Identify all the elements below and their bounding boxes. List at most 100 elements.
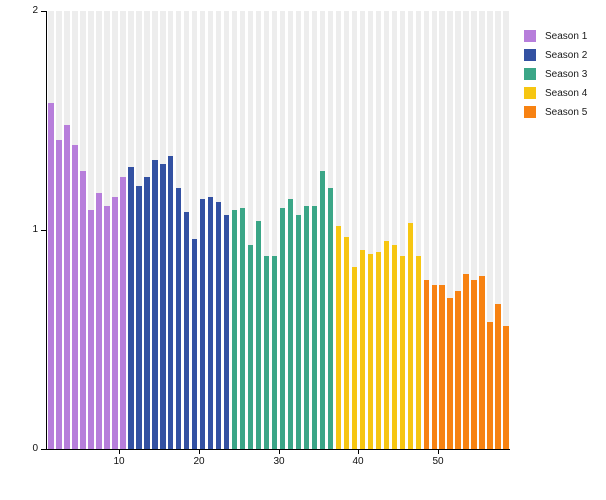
episode-band-22 <box>215 11 223 449</box>
episode-bar-30-season-3 <box>279 208 286 449</box>
legend-swatch-icon <box>524 30 536 42</box>
episode-bar-32-season-3 <box>295 214 302 449</box>
episode-band-53 <box>462 11 470 449</box>
episode-band-20 <box>199 11 207 449</box>
episode-band-16 <box>167 11 175 449</box>
episode-bar-24-season-3 <box>231 210 238 449</box>
episode-band-49 <box>430 11 438 449</box>
episode-band-46 <box>406 11 414 449</box>
episode-backdrop-bar <box>391 11 397 449</box>
episode-bar-18-season-2 <box>184 212 190 449</box>
episode-backdrop-bar <box>447 11 453 449</box>
episode-backdrop-bar <box>192 11 198 449</box>
episode-band-37 <box>334 11 342 449</box>
episode-backdrop-bar <box>367 11 374 449</box>
episode-band-47 <box>414 11 422 449</box>
episode-bar-55-season-5 <box>479 276 485 449</box>
episode-band-12 <box>135 11 143 449</box>
episode-backdrop-bar <box>271 11 278 449</box>
episode-band-48 <box>422 11 430 449</box>
episode-band-27 <box>255 11 263 449</box>
episode-band-50 <box>438 11 446 449</box>
episode-band-9 <box>111 11 119 449</box>
episode-bar-40-season-4 <box>359 249 366 449</box>
episode-band-21 <box>207 11 215 449</box>
episode-backdrop-bar <box>343 11 350 449</box>
episode-bar-50-season-5 <box>439 284 445 449</box>
episode-band-10 <box>119 11 127 449</box>
episode-bar-22-season-2 <box>215 201 222 449</box>
episode-band-57 <box>494 11 502 449</box>
episode-backdrop-bar <box>479 11 485 449</box>
episode-backdrop-bar <box>471 11 477 449</box>
episode-backdrop-bar <box>351 11 358 449</box>
episode-backdrop-bar <box>455 11 461 449</box>
episode-band-15 <box>159 11 167 449</box>
legend-item-season-3: Season 3 <box>524 68 587 80</box>
episode-bar-54-season-5 <box>471 280 477 449</box>
episode-band-18 <box>183 11 191 449</box>
episode-bar-39-season-4 <box>351 267 358 449</box>
episode-band-26 <box>247 11 255 449</box>
episode-bar-3-season-1 <box>64 124 70 449</box>
episode-band-3 <box>63 11 71 449</box>
episode-bar-17-season-2 <box>176 188 182 449</box>
episode-bar-20-season-2 <box>200 199 206 449</box>
episode-bar-2-season-1 <box>56 140 62 449</box>
episode-bar-13-season-2 <box>144 177 150 449</box>
legend-swatch-icon <box>524 68 536 80</box>
legend-label: Season 5 <box>545 106 588 118</box>
episode-bar-5-season-1 <box>80 170 86 449</box>
episode-band-54 <box>470 11 478 449</box>
episode-band-2 <box>55 11 63 449</box>
y-tick-mark <box>41 230 46 231</box>
episode-band-40 <box>358 11 366 449</box>
episode-backdrop-bar <box>383 11 390 449</box>
x-tick-mark <box>119 450 120 454</box>
episode-bar-43-season-4 <box>383 240 390 449</box>
y-tick-label: 2 <box>32 5 38 16</box>
episode-bar-51-season-5 <box>447 297 453 449</box>
episode-backdrop-bar <box>463 11 469 449</box>
episode-backdrop-bar <box>415 11 421 449</box>
episode-bar-31-season-3 <box>287 199 294 449</box>
episode-bar-9-season-1 <box>112 197 118 449</box>
episode-band-31 <box>286 11 294 449</box>
episode-band-8 <box>103 11 111 449</box>
episode-band-6 <box>87 11 95 449</box>
episode-bar-41-season-4 <box>367 254 374 449</box>
episode-bar-56-season-5 <box>487 321 493 449</box>
episode-bar-23-season-2 <box>223 214 230 449</box>
episode-bar-52-season-5 <box>455 291 461 449</box>
episode-bar-45-season-4 <box>399 256 405 449</box>
legend-swatch-icon <box>524 87 536 99</box>
episode-band-41 <box>366 11 374 449</box>
episode-backdrop-bar <box>503 11 509 449</box>
episode-band-34 <box>310 11 318 449</box>
episode-bar-11-season-2 <box>128 166 134 449</box>
episode-band-1 <box>47 11 55 449</box>
episode-band-36 <box>326 11 334 449</box>
episode-band-39 <box>350 11 358 449</box>
episode-bar-15-season-2 <box>160 164 166 449</box>
episode-bar-53-season-5 <box>463 273 469 449</box>
episode-bar-57-season-5 <box>495 304 501 449</box>
episode-band-58 <box>502 11 510 449</box>
episode-band-28 <box>263 11 271 449</box>
episode-bar-47-season-4 <box>415 256 421 449</box>
x-tick-mark <box>199 450 200 454</box>
x-tick-label: 10 <box>113 456 125 467</box>
episode-backdrop-bar <box>495 11 501 449</box>
episode-band-13 <box>143 11 151 449</box>
legend-label: Season 2 <box>545 49 588 61</box>
episode-band-43 <box>382 11 390 449</box>
episode-backdrop-bar <box>399 11 405 449</box>
x-tick-label: 50 <box>432 456 444 467</box>
legend: Season 1 Season 2 Season 3 Season 4 Season 5 <box>524 30 587 125</box>
episode-band-52 <box>454 11 462 449</box>
episode-band-4 <box>71 11 79 449</box>
x-tick-mark <box>279 450 280 454</box>
episode-backdrop-bar <box>263 11 270 449</box>
episode-bar-27-season-3 <box>255 221 262 449</box>
